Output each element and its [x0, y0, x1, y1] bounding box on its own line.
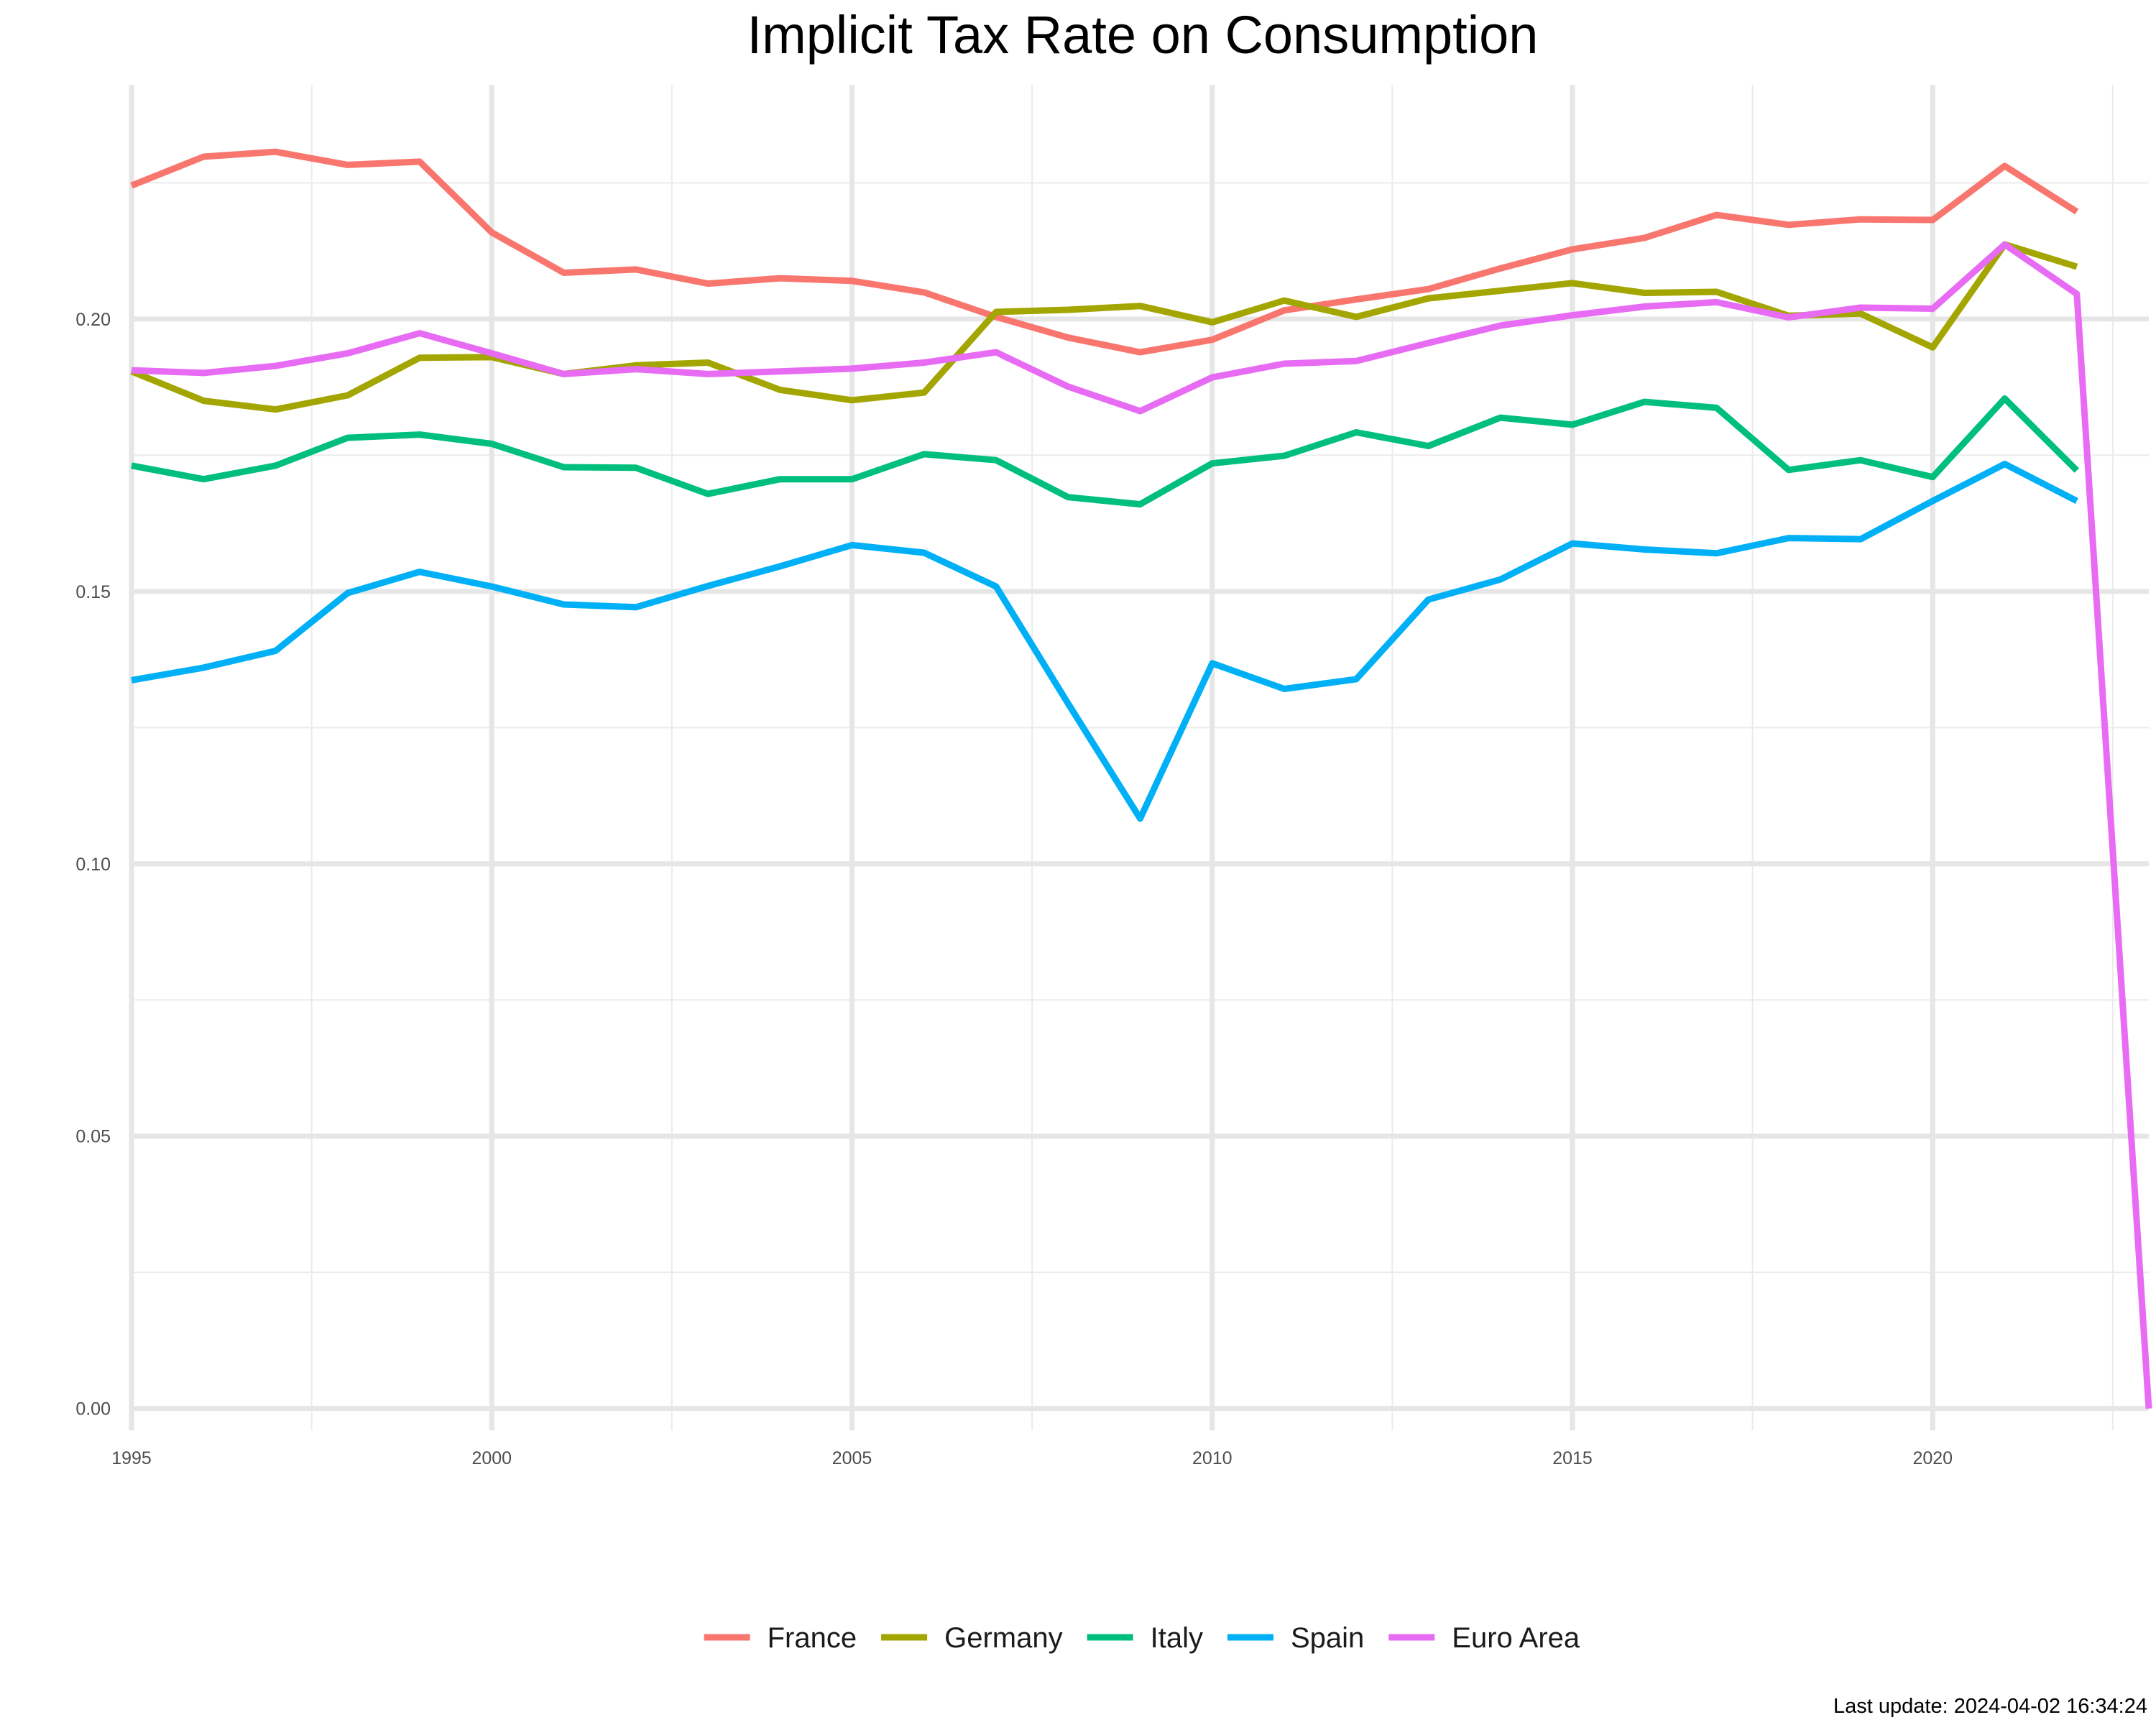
- chart-title: Implicit Tax Rate on Consumption: [747, 5, 1539, 65]
- x-tick-label: 2020: [1912, 1448, 1953, 1468]
- y-tick-label: 0.05: [75, 1127, 111, 1147]
- gridlines: [129, 85, 2149, 1430]
- x-tick-label: 2000: [471, 1448, 512, 1468]
- x-tick-label: 1995: [111, 1448, 152, 1468]
- series-lines: [130, 148, 2152, 1409]
- y-tick-label: 0.10: [75, 855, 111, 875]
- x-tick-label: 2005: [832, 1448, 872, 1468]
- legend-label-italy: Italy: [1151, 1622, 1203, 1654]
- legend-label-germany: Germany: [944, 1622, 1063, 1654]
- series-line-italy: [131, 395, 2079, 508]
- axis-labels: 1995 2000 2005 2010 2015 2020 0.00 0.05 0.10 0.15…: [75, 310, 1953, 1468]
- legend-label-euro-area: Euro Area: [1452, 1622, 1580, 1654]
- legend-label-spain: Spain: [1291, 1622, 1364, 1654]
- series-line-spain: [131, 461, 2078, 822]
- y-tick-label: 0.15: [75, 582, 111, 602]
- legend: France Germany Italy Spain Euro Area: [704, 1622, 1580, 1654]
- y-tick-label: 0.00: [75, 1399, 111, 1420]
- y-tick-label: 0.20: [75, 310, 111, 330]
- legend-label-france: France: [768, 1622, 857, 1654]
- series-line-france: [130, 148, 2079, 356]
- chart-caption: Last update: 2024-04-02 16:34:24: [1833, 1695, 2147, 1718]
- x-tick-label: 2015: [1552, 1448, 1593, 1468]
- x-tick-label: 2010: [1192, 1448, 1233, 1468]
- series-line-euro-area: [131, 241, 2152, 1409]
- series-line-germany: [130, 241, 2078, 413]
